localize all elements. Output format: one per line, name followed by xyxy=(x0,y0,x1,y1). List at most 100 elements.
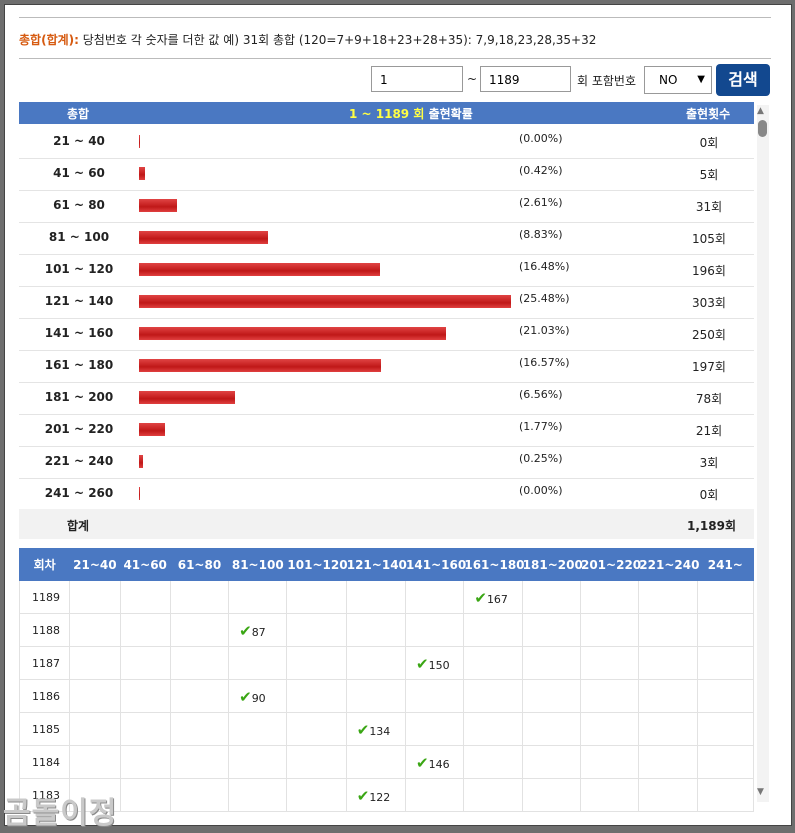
range-cell xyxy=(69,646,121,680)
probability-value: (21.03%) xyxy=(519,324,570,337)
watermark: 곰돌이정 xyxy=(3,796,118,831)
round-number: 1187 xyxy=(18,646,71,680)
range-cell xyxy=(119,712,171,746)
range-cell xyxy=(638,778,698,812)
round-number: 1188 xyxy=(18,613,71,647)
sum-hit: ✔150 xyxy=(416,655,450,673)
sum-hit: ✔167 xyxy=(474,589,508,607)
summary-row: 161 ~ 180 (16.57%) 197회 xyxy=(19,350,754,383)
round-from-input[interactable]: 1 xyxy=(371,66,463,92)
round-to-input[interactable]: 1189 xyxy=(480,66,571,92)
checkmark-icon: ✔ xyxy=(416,754,429,772)
sum-value: 90 xyxy=(251,692,266,705)
range-cell xyxy=(696,745,755,779)
summary-row: 141 ~ 160 (21.03%) 250회 xyxy=(19,318,754,351)
scrollbar-thumb[interactable] xyxy=(758,120,767,137)
scrollbar[interactable] xyxy=(757,105,769,802)
search-button[interactable]: 검색 xyxy=(716,64,770,96)
column-header-range: 181~200 xyxy=(521,548,583,581)
occurrence-count: 3회 xyxy=(699,456,719,470)
range-cell: ✔167 xyxy=(463,580,523,614)
probability-value: (25.48%) xyxy=(519,292,570,305)
probability-bar xyxy=(139,263,380,276)
probability-value: (16.48%) xyxy=(519,260,570,273)
range-cell xyxy=(228,646,288,680)
occurrence-count: 0회 xyxy=(699,488,719,502)
occurrence-count: 197회 xyxy=(692,360,726,374)
sum-value: 167 xyxy=(486,593,508,606)
round-number: 1184 xyxy=(18,745,71,779)
range-cell xyxy=(696,679,755,713)
probability-value: (1.77%) xyxy=(519,420,563,433)
range-cell xyxy=(228,712,288,746)
history-row: 1189 ✔167 xyxy=(18,580,755,614)
occurrence-count: 5회 xyxy=(699,168,719,182)
summary-row: 181 ~ 200 (6.56%) 78회 xyxy=(19,382,754,415)
range-cell xyxy=(119,745,171,779)
range-cell xyxy=(119,679,171,713)
sum-hit: ✔87 xyxy=(239,622,266,640)
header-count: 출현횟수 xyxy=(686,107,731,121)
chevron-down-icon: ▼ xyxy=(697,74,705,85)
scroll-down-icon[interactable]: ▼ xyxy=(757,787,764,797)
total-label: 합계 xyxy=(67,519,90,533)
probability-bar xyxy=(139,167,145,180)
column-header-range: 41~60 xyxy=(119,548,171,581)
history-row: 1184 ✔146 xyxy=(18,745,755,779)
range-cell xyxy=(286,778,347,812)
sum-range: 21 ~ 40 xyxy=(53,134,105,148)
summary-row: 101 ~ 120 (16.48%) 196회 xyxy=(19,254,754,287)
range-cell xyxy=(521,712,581,746)
range-separator: ~ xyxy=(467,72,478,86)
range-cell xyxy=(169,745,230,779)
history-row: 1187 ✔150 xyxy=(18,646,755,680)
occurrence-count: 250회 xyxy=(692,328,726,342)
sum-range: 121 ~ 140 xyxy=(44,294,114,308)
summary-row: 221 ~ 240 (0.25%) 3회 xyxy=(19,446,754,479)
checkmark-icon: ✔ xyxy=(356,787,370,805)
sum-value: 122 xyxy=(369,791,391,804)
header-sum: 총합 xyxy=(67,107,90,121)
range-cell xyxy=(69,679,121,713)
range-cell xyxy=(521,679,581,713)
include-number-select[interactable]: NO ▼ xyxy=(644,66,712,94)
sum-range: 181 ~ 200 xyxy=(44,390,114,404)
probability-value: (0.25%) xyxy=(519,452,563,465)
range-cell xyxy=(521,745,581,779)
range-cell xyxy=(69,580,121,614)
occurrence-count: 196회 xyxy=(692,264,726,278)
include-number-value: NO xyxy=(659,73,678,87)
range-cell xyxy=(119,613,171,647)
summary-row: 241 ~ 260 (0.00%) 0회 xyxy=(19,478,754,511)
probability-value: (2.61%) xyxy=(519,196,563,209)
sum-value: 150 xyxy=(428,659,450,672)
sum-range: 101 ~ 120 xyxy=(44,262,114,276)
range-cell xyxy=(638,613,698,647)
occurrence-count: 105회 xyxy=(692,232,726,246)
column-header-range: 141~160 xyxy=(405,548,466,581)
header-range: 1 ~ 1189 회 xyxy=(349,107,425,121)
range-cell xyxy=(228,778,288,812)
range-cell xyxy=(579,613,640,647)
history-row: 1186 ✔90 xyxy=(18,679,755,713)
range-cell xyxy=(638,745,698,779)
range-cell xyxy=(286,745,347,779)
divider xyxy=(19,17,771,18)
range-cell xyxy=(169,580,230,614)
column-header-range: 101~120 xyxy=(286,548,348,581)
history-table: 회차 21~40 41~60 61~80 81~100 101~120 121~140 141… xyxy=(18,548,755,812)
range-cell xyxy=(579,745,640,779)
round-number: 1183 xyxy=(18,778,71,812)
sum-description-text: 당첨번호 각 숫자를 더한 값 예) 31회 총합 (120=7+9+18+23… xyxy=(82,33,597,47)
range-cell xyxy=(638,646,698,680)
history-row: 1188 ✔87 xyxy=(18,613,755,647)
sum-description-label: 총합(합계): xyxy=(19,33,79,47)
range-cell: ✔146 xyxy=(405,745,465,779)
range-cell xyxy=(69,778,121,812)
range-cell xyxy=(345,745,407,779)
summary-row: 61 ~ 80 (2.61%) 31회 xyxy=(19,190,754,223)
sum-range: 161 ~ 180 xyxy=(44,358,114,372)
sum-range: 221 ~ 240 xyxy=(44,454,114,468)
range-cell xyxy=(579,580,640,614)
scroll-up-icon[interactable]: ▲ xyxy=(757,106,764,116)
